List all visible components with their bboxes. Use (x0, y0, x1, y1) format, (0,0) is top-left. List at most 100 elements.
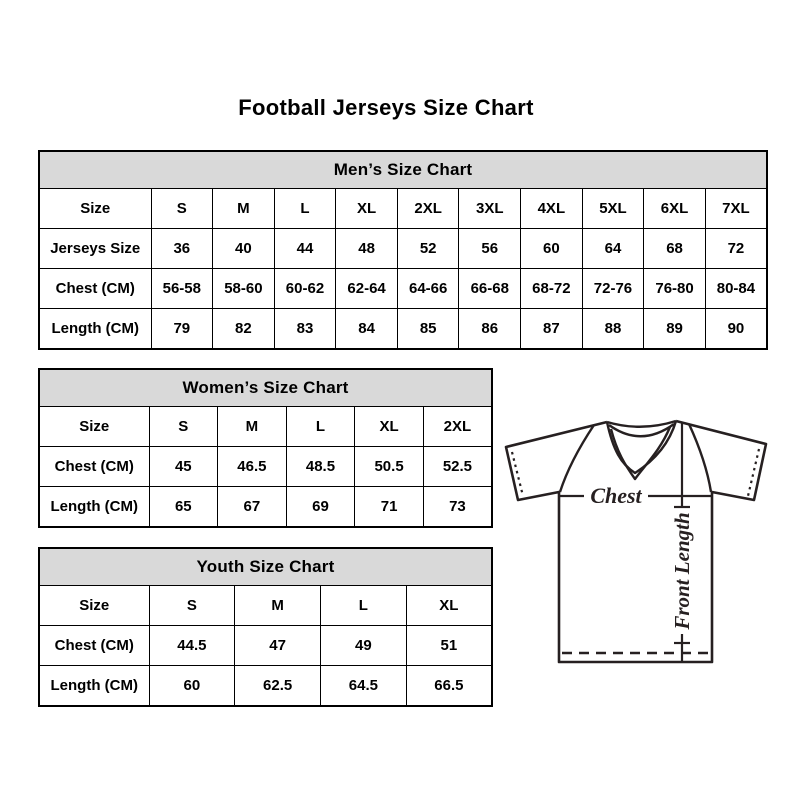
value-cell: 2XL (396, 188, 460, 229)
value-cell: 64 (581, 228, 645, 269)
table-section-header-row: Women’s Size Chart (38, 368, 493, 407)
row-label: Size (38, 585, 150, 626)
table-row: Length (CM) 60 62.5 64.5 66.5 (38, 665, 493, 707)
row-label: Length (CM) (38, 665, 150, 707)
value-cell: 7XL (704, 188, 768, 229)
value-cell: 79 (150, 308, 214, 350)
value-cell: M (212, 188, 275, 229)
value-cell: 64-66 (396, 268, 460, 309)
value-cell: L (320, 585, 407, 626)
value-cell: 46.5 (217, 446, 287, 487)
value-cell: 64.5 (320, 665, 407, 707)
sleeve-cuff-dashed-right (746, 448, 761, 497)
table-section-header: Women’s Size Chart (38, 368, 493, 407)
table-row: Length (CM) 79 82 83 84 85 86 87 88 89 90 (38, 308, 768, 350)
value-cell: 60 (520, 228, 583, 269)
chest-label: Chest (590, 483, 642, 508)
value-cell: XL (405, 585, 493, 626)
table-row: Size S M L XL (38, 585, 493, 626)
womens-size-chart-table: Women’s Size Chart Size S M L XL 2XL Chest (CM… (38, 368, 493, 528)
value-cell: 52 (396, 228, 460, 269)
value-cell: 52.5 (422, 446, 493, 487)
armhole-seam-left (558, 424, 595, 493)
mens-size-chart-table: Men’s Size Chart Size S M L XL 2XL 3XL 4XL 5XL 6X… (38, 150, 768, 350)
value-cell: XL (354, 406, 424, 447)
value-cell: 68 (643, 228, 706, 269)
value-cell: XL (335, 188, 398, 229)
value-cell: 4XL (520, 188, 583, 229)
value-cell: 90 (704, 308, 768, 350)
table-row: Jerseys Size 36 40 44 48 52 56 60 64 68 72 (38, 228, 768, 269)
value-cell: 36 (150, 228, 214, 269)
value-cell: 89 (643, 308, 706, 350)
value-cell: 50.5 (354, 446, 424, 487)
table-section-header: Youth Size Chart (38, 547, 493, 586)
value-cell: 44 (273, 228, 337, 269)
row-label: Size (38, 406, 150, 447)
value-cell: 48 (335, 228, 398, 269)
value-cell: 40 (212, 228, 275, 269)
value-cell: 44.5 (148, 625, 236, 666)
value-cell: 88 (581, 308, 645, 350)
value-cell: 3XL (458, 188, 522, 229)
value-cell: S (150, 188, 214, 229)
youth-size-chart-section: Youth Size Chart Size S M L XL Chest (CM) 44.5… (38, 547, 493, 707)
value-cell: 68-72 (520, 268, 583, 309)
value-cell: 56-58 (150, 268, 214, 309)
value-cell: 49 (320, 625, 407, 666)
value-cell: 5XL (581, 188, 645, 229)
row-label: Length (CM) (38, 308, 152, 350)
value-cell: 62-64 (335, 268, 398, 309)
table-row: Size S M L XL 2XL (38, 406, 493, 447)
value-cell: 62.5 (234, 665, 321, 707)
collar-v-inner (609, 426, 672, 481)
value-cell: 80-84 (704, 268, 768, 309)
value-cell: 76-80 (643, 268, 706, 309)
value-cell: 65 (148, 486, 219, 528)
table-section-header-row: Youth Size Chart (38, 547, 493, 586)
value-cell: 82 (212, 308, 275, 350)
value-cell: 51 (405, 625, 493, 666)
table-section-header: Men’s Size Chart (38, 150, 768, 189)
table-row: Length (CM) 65 67 69 71 73 (38, 486, 493, 528)
value-cell: M (217, 406, 287, 447)
page-title: Football Jerseys Size Chart (238, 95, 534, 120)
value-cell: 86 (458, 308, 522, 350)
value-cell: 2XL (422, 406, 493, 447)
table-row: Chest (CM) 45 46.5 48.5 50.5 52.5 (38, 446, 493, 487)
value-cell: M (234, 585, 321, 626)
collar-v-outer (605, 420, 678, 475)
table-section-header-row: Men’s Size Chart (38, 150, 768, 189)
value-cell: 45 (148, 446, 219, 487)
row-label: Chest (CM) (38, 446, 150, 487)
youth-size-chart-table: Youth Size Chart Size S M L XL Chest (CM) 44.5… (38, 547, 493, 707)
value-cell: S (148, 585, 236, 626)
value-cell: 71 (354, 486, 424, 528)
collar-back-seam (608, 423, 675, 438)
value-cell: 66.5 (405, 665, 493, 707)
value-cell: 87 (520, 308, 583, 350)
armhole-seam-right (687, 423, 713, 493)
value-cell: 66-68 (458, 268, 522, 309)
value-cell: L (273, 188, 337, 229)
value-cell: 6XL (643, 188, 706, 229)
value-cell: 72-76 (581, 268, 645, 309)
row-label: Length (CM) (38, 486, 150, 528)
value-cell: L (285, 406, 356, 447)
value-cell: 73 (422, 486, 493, 528)
value-cell: 83 (273, 308, 337, 350)
value-cell: 60-62 (273, 268, 337, 309)
table-row: Chest (CM) 44.5 47 49 51 (38, 625, 493, 666)
table-row: Chest (CM) 56-58 58-60 60-62 62-64 64-66 66-68… (38, 268, 768, 309)
value-cell: 58-60 (212, 268, 275, 309)
value-cell: 72 (704, 228, 768, 269)
row-label: Jerseys Size (38, 228, 152, 269)
row-label: Size (38, 188, 152, 229)
womens-size-chart-section: Women’s Size Chart Size S M L XL 2XL Chest (CM… (38, 368, 493, 528)
sleeve-cuff-dashed-left (510, 451, 525, 497)
collar-top-edge (606, 419, 677, 428)
jersey-measurement-diagram: Chest Front Length (504, 419, 768, 664)
mens-size-chart-section: Men’s Size Chart Size S M L XL 2XL 3XL 4XL 5XL 6X… (38, 150, 768, 350)
value-cell: 56 (458, 228, 522, 269)
value-cell: S (148, 406, 219, 447)
